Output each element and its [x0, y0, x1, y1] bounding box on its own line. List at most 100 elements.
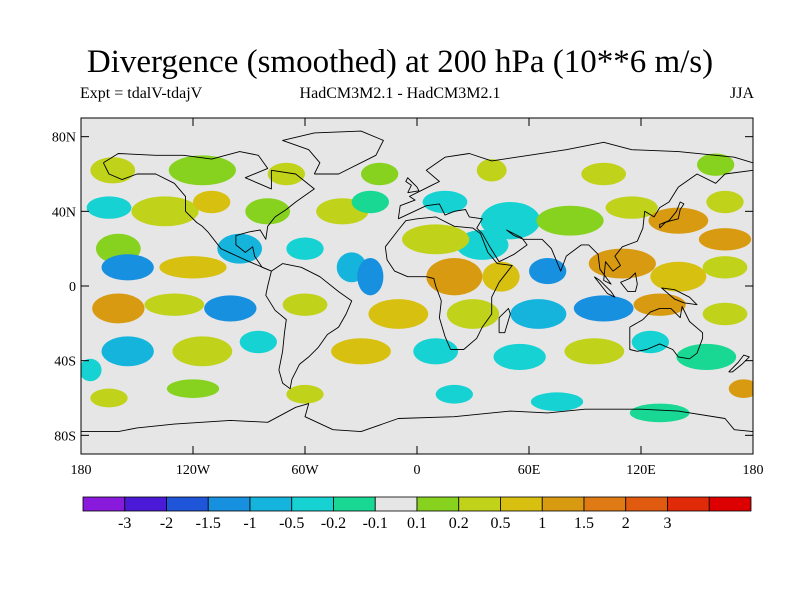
colorbar-label: -0.1: [363, 515, 388, 532]
divergence-blob: [698, 228, 752, 251]
colorbar-swatch: [374, 496, 418, 512]
colorbar-label: 1.5: [574, 515, 594, 532]
divergence-blob: [368, 299, 429, 329]
colorbar-label: -2: [160, 515, 173, 532]
divergence-blob: [530, 392, 584, 412]
divergence-blob: [631, 330, 669, 354]
lat-tick-label: 40S: [54, 355, 76, 370]
colorbar-swatch: [166, 496, 209, 512]
lon-tick-label: 180: [743, 463, 764, 478]
divergence-blob: [456, 230, 509, 260]
divergence-blob: [351, 190, 390, 214]
coastline-britain: [405, 177, 420, 194]
divergence-blob: [90, 388, 128, 408]
coastline-new-guinea: [661, 287, 698, 306]
coastline-new-zealand: [728, 354, 750, 373]
divergence-blob: [588, 248, 656, 279]
colorbar-label: 1: [538, 515, 546, 532]
colorbar-label: -0.5: [279, 515, 304, 532]
model-comparison-label: HadCM3M2.1 - HadCM3M2.1: [299, 85, 501, 102]
coastline-japan: [659, 201, 685, 229]
divergence-blob: [426, 258, 483, 296]
colorbar-swatch: [667, 496, 710, 512]
divergence-blob: [480, 202, 541, 240]
divergence-blob: [529, 258, 567, 285]
divergence-blob: [286, 237, 324, 260]
colorbar-swatch: [708, 496, 752, 512]
divergence-blob: [676, 343, 737, 370]
divergence-blob: [144, 293, 205, 316]
chart-title: Divergence (smoothed) at 200 hPa (10**6 …: [86, 44, 714, 80]
divergence-blob: [239, 330, 277, 354]
divergence-blob: [245, 198, 291, 225]
coastline-madagascar: [498, 307, 511, 334]
divergence-blob: [131, 196, 199, 227]
lon-tick-label: 0: [414, 463, 421, 478]
lat-tick-label: 40N: [52, 205, 76, 220]
colorbar-swatch: [207, 496, 251, 512]
lon-tick-label: 180: [71, 463, 92, 478]
divergence-blob: [101, 254, 154, 281]
divergence-blob: [702, 256, 748, 279]
divergence-blob: [564, 338, 625, 365]
divergence-blob: [435, 384, 474, 404]
divergence-blob: [413, 338, 459, 365]
coastline-australia: [629, 306, 704, 360]
colorbar-swatch: [82, 496, 126, 512]
divergence-blob: [361, 162, 399, 186]
divergence-blob: [402, 224, 470, 255]
colorbar-label: 0.1: [407, 515, 427, 532]
colorbar-swatch: [416, 496, 460, 512]
coastline-south-america: [265, 263, 353, 390]
coastline-eurasia: [397, 141, 753, 285]
colorbar-swatch: [333, 496, 376, 512]
divergence-blob: [536, 205, 604, 236]
divergence-blob: [168, 155, 236, 186]
colorbar-swatch: [458, 496, 501, 512]
divergence-blob: [422, 190, 468, 214]
divergence-blob: [166, 379, 220, 398]
divergence-blob: [86, 196, 132, 219]
coastline-sumatra: [593, 276, 616, 298]
colorbar-label: -1: [243, 515, 256, 532]
divergence-blob: [476, 159, 507, 182]
lon-tick-label: 120W: [176, 463, 211, 478]
lon-tick-label: 120E: [626, 463, 656, 478]
divergence-blob: [581, 162, 627, 186]
coastline-borneo: [620, 272, 638, 293]
colorbar-swatch: [500, 496, 543, 512]
colorbar-label: 3: [664, 515, 672, 532]
map-axes: 80N 40N 0 40S 80S 180 120W 60W 0 60E 120E 180: [52, 118, 764, 478]
divergence-blob: [357, 258, 384, 296]
colorbar-swatch: [291, 496, 334, 512]
divergence-field: [81, 153, 753, 423]
divergence-blob: [267, 162, 306, 186]
colorbar-swatch: [583, 496, 627, 512]
coastline-antarctica: [81, 403, 753, 433]
divergence-blob: [493, 343, 546, 370]
divergence-blob: [217, 233, 263, 264]
colorbar-label: -1.5: [196, 515, 221, 532]
colorbar-swatch: [625, 496, 668, 512]
colorbar-swatch: [541, 496, 585, 512]
coastline-greenland: [282, 130, 384, 175]
divergence-blob: [282, 293, 328, 316]
divergence-blob: [81, 358, 102, 382]
colorbar-label: -0.2: [321, 515, 346, 532]
divergence-blob: [172, 336, 233, 367]
coastline-africa: [384, 216, 513, 350]
divergence-blob: [648, 207, 709, 234]
colorbar-swatch: [124, 496, 167, 512]
colorbar-label: 0.2: [449, 515, 469, 532]
experiment-label: Expt = tdalV-tdajV: [80, 85, 203, 102]
divergence-blob: [331, 338, 391, 365]
divergence-blob: [286, 384, 324, 404]
divergence-blob: [573, 295, 634, 322]
colorbar-label: 2: [622, 515, 630, 532]
lon-tick-label: 60E: [518, 463, 541, 478]
divergence-blob: [510, 299, 567, 329]
coastline-north-america: [102, 151, 315, 272]
colorbar-label: 0.5: [491, 515, 511, 532]
